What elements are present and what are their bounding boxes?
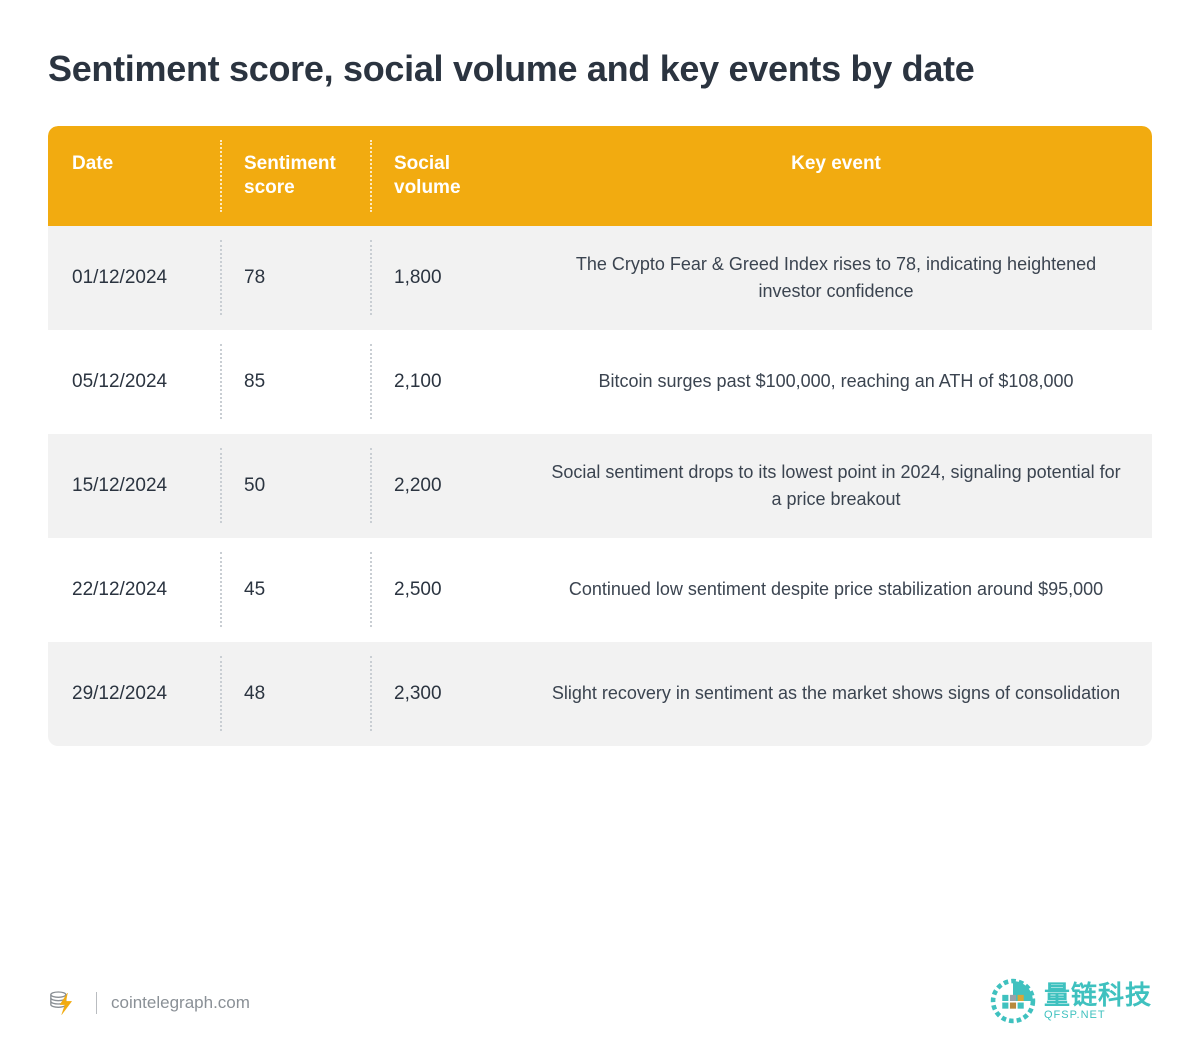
footer-site-label: cointelegraph.com — [111, 993, 250, 1013]
table-row: 01/12/2024 78 1,800 The Crypto Fear & Gr… — [48, 226, 1152, 330]
table-row: 22/12/2024 45 2,500 Continued low sentim… — [48, 538, 1152, 642]
page-title: Sentiment score, social volume and key e… — [48, 48, 1152, 90]
brand-sub-label: QFSP.NET — [1044, 1010, 1152, 1021]
cell-date: 22/12/2024 — [48, 538, 220, 642]
cell-key-event: Social sentiment drops to its lowest poi… — [520, 434, 1152, 538]
cell-social-volume: 1,800 — [370, 226, 520, 330]
cell-key-event: Bitcoin surges past $100,000, reaching a… — [520, 330, 1152, 434]
cell-social-volume: 2,100 — [370, 330, 520, 434]
cell-sentiment-score: 48 — [220, 642, 370, 746]
cointelegraph-logo-icon — [48, 988, 82, 1018]
cell-date: 29/12/2024 — [48, 642, 220, 746]
brand-text-group: 量链科技 QFSP.NET — [1044, 982, 1152, 1021]
header-social-volume: Social volume — [370, 126, 520, 226]
cell-social-volume: 2,300 — [370, 642, 520, 746]
brand-logo: 量链科技 QFSP.NET — [990, 978, 1152, 1024]
brand-logo-icon — [990, 978, 1036, 1024]
cell-key-event: Slight recovery in sentiment as the mark… — [520, 642, 1152, 746]
data-table: Date Sentiment score Social volume Key e… — [48, 126, 1152, 746]
table-row: 29/12/2024 48 2,300 Slight recovery in s… — [48, 642, 1152, 746]
cell-date: 01/12/2024 — [48, 226, 220, 330]
header-sentiment-score: Sentiment score — [220, 126, 370, 226]
cell-sentiment-score: 45 — [220, 538, 370, 642]
cell-date: 15/12/2024 — [48, 434, 220, 538]
table-row: 15/12/2024 50 2,200 Social sentiment dro… — [48, 434, 1152, 538]
report-page: Sentiment score, social volume and key e… — [0, 0, 1200, 1054]
cointelegraph-footer: cointelegraph.com — [48, 988, 250, 1018]
cell-social-volume: 2,500 — [370, 538, 520, 642]
table-body: 01/12/2024 78 1,800 The Crypto Fear & Gr… — [48, 226, 1152, 746]
cell-key-event: The Crypto Fear & Greed Index rises to 7… — [520, 226, 1152, 330]
cell-sentiment-score: 85 — [220, 330, 370, 434]
header-date: Date — [48, 126, 220, 226]
cell-sentiment-score: 50 — [220, 434, 370, 538]
header-key-event: Key event — [520, 126, 1152, 226]
footer-divider — [96, 992, 97, 1014]
cell-key-event: Continued low sentiment despite price st… — [520, 538, 1152, 642]
cell-date: 05/12/2024 — [48, 330, 220, 434]
table-header-row: Date Sentiment score Social volume Key e… — [48, 126, 1152, 226]
brand-cn-label: 量链科技 — [1044, 982, 1152, 1008]
cell-social-volume: 2,200 — [370, 434, 520, 538]
cell-sentiment-score: 78 — [220, 226, 370, 330]
table-row: 05/12/2024 85 2,100 Bitcoin surges past … — [48, 330, 1152, 434]
